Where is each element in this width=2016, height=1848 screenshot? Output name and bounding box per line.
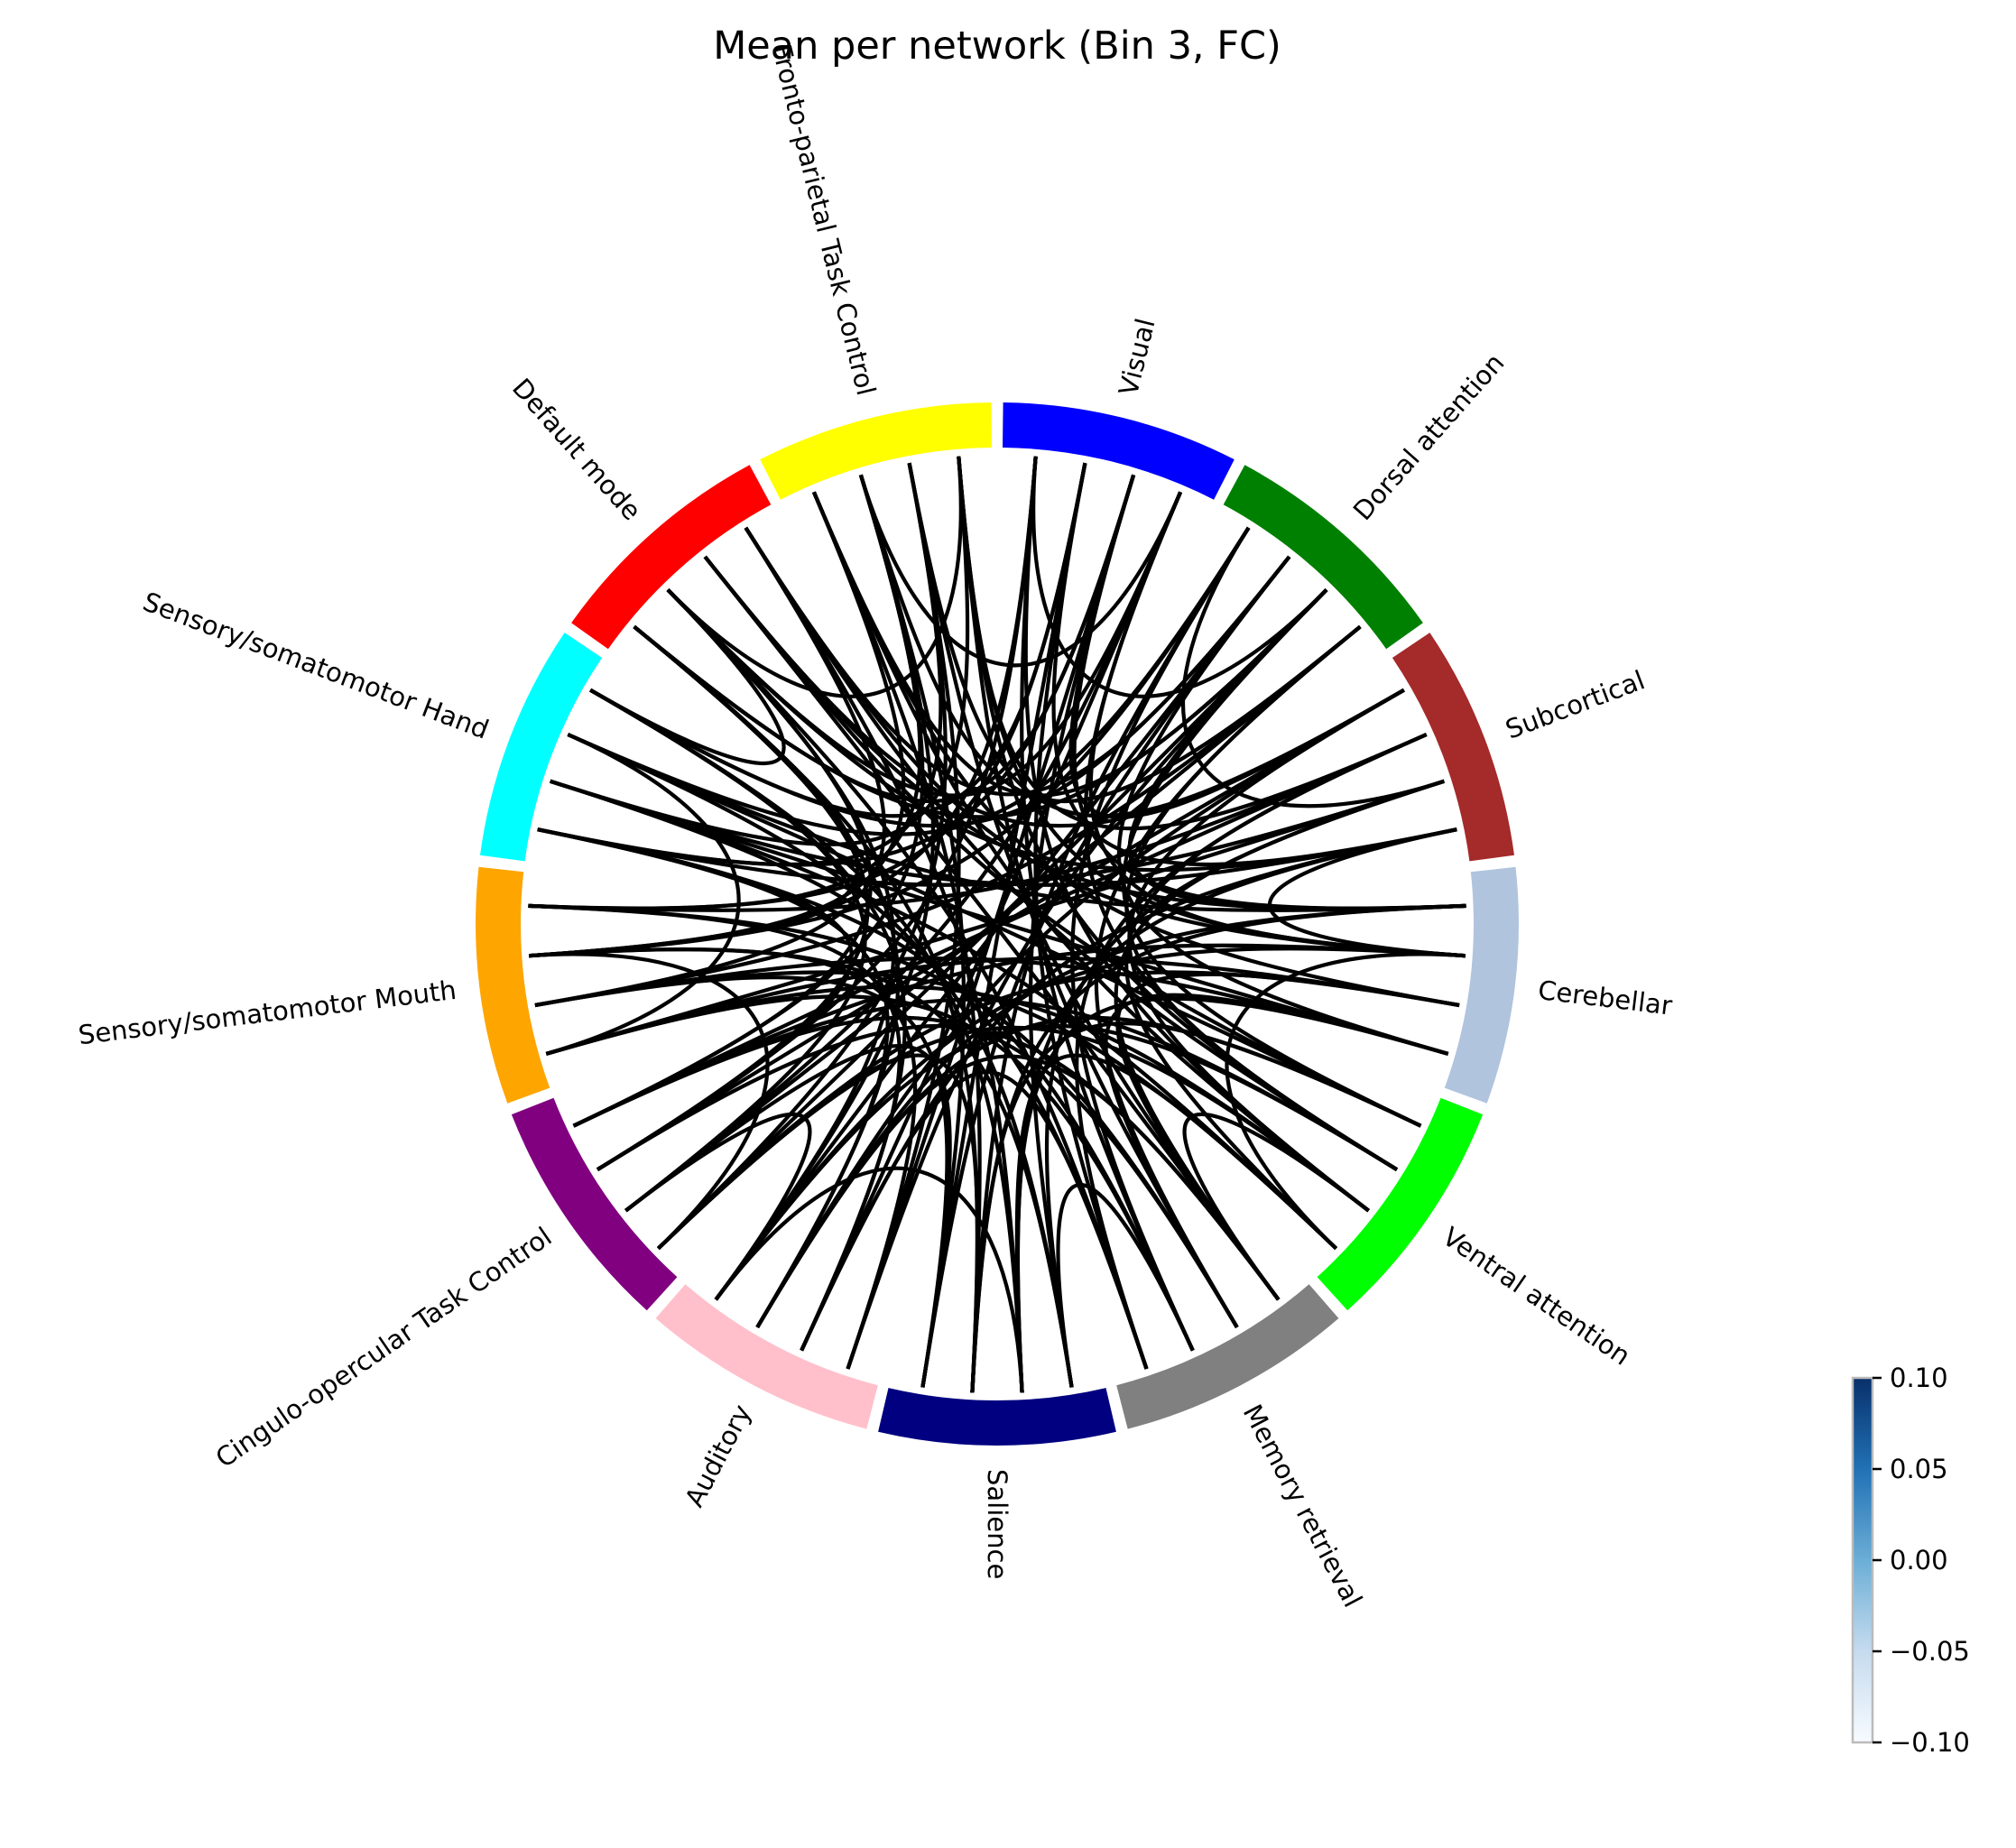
chord-subcortical-to-sensory-somatomotor-mouth	[528, 733, 1428, 912]
colorbar-tick-label: 0.05	[1890, 1454, 1948, 1484]
label-dorsal-attention: Dorsal attention	[1347, 347, 1511, 526]
arc-subcortical	[1392, 633, 1514, 862]
label-sensory-somatomotor-mouth: Sensory/somatomotor Mouth	[77, 975, 458, 1050]
arc-cingulo-opercular-task-control	[511, 1097, 678, 1311]
chord-visual-to-fronto-parietal-task-control	[858, 474, 1183, 668]
chord-dorsal-attention-to-salience	[920, 555, 1291, 1388]
label-subcortical: Subcortical	[1502, 664, 1650, 744]
chord-memory-retrieval-to-fronto-parietal-task-control	[957, 456, 1239, 1328]
arc-cerebellar	[1444, 866, 1519, 1104]
chord-salience-to-fronto-parietal-task-control	[858, 474, 966, 1388]
arc-sensory-somatomotor-hand	[480, 633, 603, 862]
chord-memory-retrieval-to-default-mode	[703, 555, 1281, 1301]
label-ventral-attention: Ventral attention	[1437, 1221, 1636, 1372]
colorbar-tick-label: −0.10	[1890, 1727, 1970, 1758]
label-auditory: Auditory	[679, 1400, 757, 1512]
chord-ventral-attention-to-fronto-parietal-task-control	[811, 491, 1370, 1213]
chord-ventral-attention-to-sensory-somatomotor-hand	[550, 779, 1338, 1251]
figure-title: Mean per network (Bin 3, FC)	[713, 23, 1281, 69]
chord-cerebellar-to-sensory-somatomotor-hand	[567, 733, 1466, 912]
arc-memory-retrieval	[1116, 1284, 1339, 1429]
label-cingulo-opercular-task-control: Cingulo-opercular Task Control	[210, 1221, 558, 1474]
label-salience: Salience	[982, 1469, 1013, 1579]
arc-dorsal-attention	[1223, 465, 1423, 650]
chord-cerebellar-to-memory-retrieval	[1115, 972, 1460, 1301]
arc-sensory-somatomotor-mouth	[476, 866, 550, 1104]
label-visual: Visual	[1113, 315, 1161, 398]
chord-ventral-attention-to-default-mode	[744, 526, 1399, 1171]
chord-default-mode-to-fronto-parietal-task-control	[666, 456, 963, 698]
colorbar-tick-label: 0.10	[1890, 1363, 1948, 1393]
connection-chords	[528, 456, 1466, 1393]
chord-dorsal-attention-to-auditory	[846, 588, 1328, 1370]
label-sensory-somatomotor-hand: Sensory/somatomotor Hand	[139, 586, 493, 744]
colorbar: 0.10 0.05 0.00 −0.05 −0.10	[1851, 1363, 1970, 1758]
arc-default-mode	[571, 465, 772, 650]
colorbar-tick-label: 0.00	[1890, 1545, 1948, 1575]
arc-salience	[878, 1388, 1116, 1446]
chord-memory-retrieval-to-default-mode	[666, 588, 1149, 1370]
arc-visual	[1003, 402, 1235, 500]
label-fronto-parietal-task-control: Fronto-parietal Task Control	[766, 42, 882, 399]
chord-auditory-to-cingulo-opercular-task-control	[624, 1112, 812, 1301]
network-arcs	[476, 402, 1519, 1446]
chord-sensory-somatomotor-hand-to-fronto-parietal-task-control	[550, 456, 970, 846]
chord-cerebellar-to-sensory-somatomotor-hand	[550, 779, 1449, 1056]
arc-ventral-attention	[1317, 1097, 1484, 1311]
arc-auditory	[655, 1284, 878, 1429]
label-default-mode: Default mode	[506, 373, 647, 526]
arc-fronto-parietal-task-control	[760, 402, 992, 500]
chord-visual-to-memory-retrieval	[1033, 462, 1149, 1370]
chord-salience-to-auditory	[714, 1166, 1024, 1393]
chord-salience-to-default-mode	[744, 526, 1024, 1393]
colorbar-tick-label: −0.05	[1890, 1636, 1970, 1667]
label-memory-retrieval: Memory retrieval	[1237, 1400, 1369, 1612]
chord-cerebellar-to-ventral-attention	[1225, 952, 1466, 1251]
colorbar-gradient	[1853, 1378, 1873, 1742]
chord-sensory-somatomotor-mouth-to-fronto-parietal-task-control	[528, 474, 922, 910]
chord-sensory-somatomotor-hand-to-default-mode	[589, 588, 786, 766]
label-cerebellar: Cerebellar	[1537, 975, 1674, 1021]
chord-visual-to-cingulo-opercular-task-control	[624, 491, 1183, 1213]
network-labels: Visual Dorsal attention Subcortical Cerebel…	[77, 42, 1674, 1612]
